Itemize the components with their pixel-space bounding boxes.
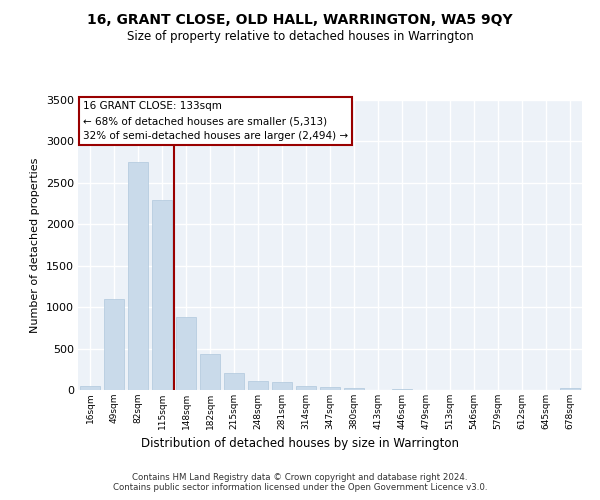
Bar bbox=[296, 386, 316, 390]
Bar bbox=[392, 389, 412, 390]
Y-axis label: Number of detached properties: Number of detached properties bbox=[30, 158, 40, 332]
Bar bbox=[248, 382, 268, 390]
Bar bbox=[152, 200, 172, 390]
Bar bbox=[128, 162, 148, 390]
Bar bbox=[320, 388, 340, 390]
Bar bbox=[560, 388, 580, 390]
Bar bbox=[344, 388, 364, 390]
Bar bbox=[176, 317, 196, 390]
Text: Distribution of detached houses by size in Warrington: Distribution of detached houses by size … bbox=[141, 438, 459, 450]
Bar bbox=[104, 299, 124, 390]
Text: Contains HM Land Registry data © Crown copyright and database right 2024.
Contai: Contains HM Land Registry data © Crown c… bbox=[113, 473, 487, 492]
Bar bbox=[200, 354, 220, 390]
Bar bbox=[224, 374, 244, 390]
Text: 16, GRANT CLOSE, OLD HALL, WARRINGTON, WA5 9QY: 16, GRANT CLOSE, OLD HALL, WARRINGTON, W… bbox=[87, 12, 513, 26]
Bar bbox=[80, 386, 100, 390]
Text: Size of property relative to detached houses in Warrington: Size of property relative to detached ho… bbox=[127, 30, 473, 43]
Text: 16 GRANT CLOSE: 133sqm
← 68% of detached houses are smaller (5,313)
32% of semi-: 16 GRANT CLOSE: 133sqm ← 68% of detached… bbox=[83, 102, 348, 141]
Bar bbox=[272, 382, 292, 390]
